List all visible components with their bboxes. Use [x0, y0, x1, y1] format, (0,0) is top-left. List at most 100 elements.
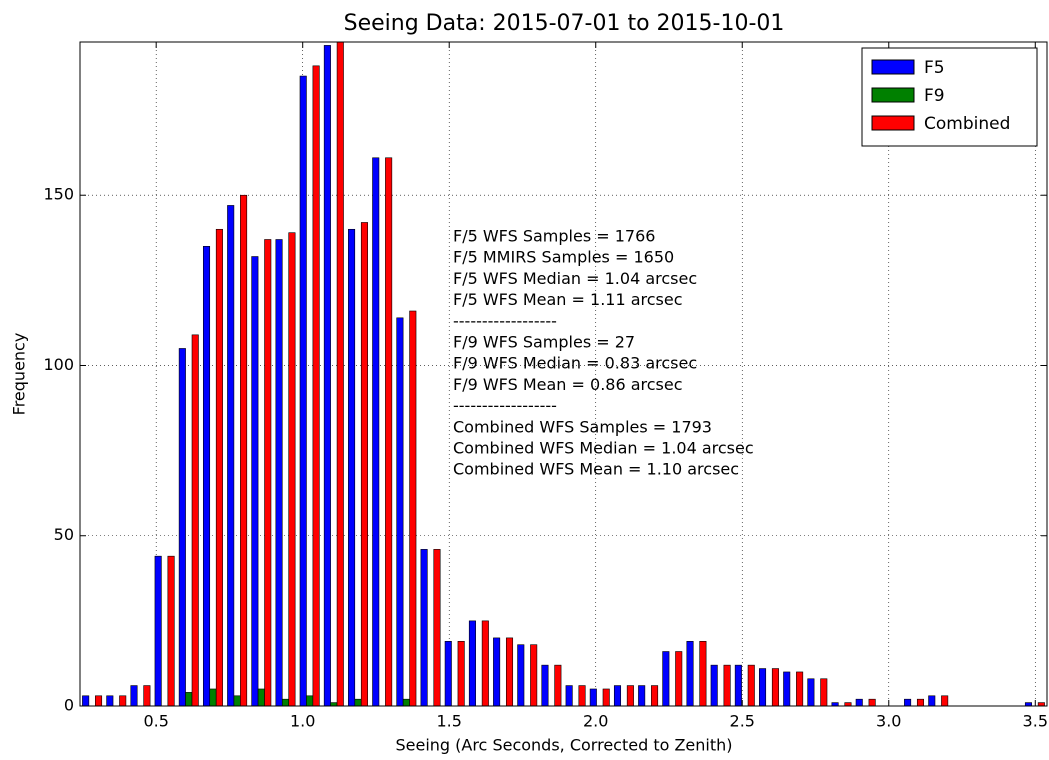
bar	[868, 698, 876, 707]
y-axis-label: Frequency	[10, 333, 29, 416]
legend-swatch	[871, 59, 915, 75]
plot-frame	[79, 41, 1048, 707]
legend-swatch	[871, 115, 915, 131]
bar	[796, 671, 804, 707]
bar	[916, 698, 925, 707]
bar	[675, 651, 683, 707]
x-tick-label: 3.5	[1023, 712, 1048, 731]
bar	[227, 205, 235, 707]
bar	[626, 685, 634, 707]
bar	[251, 256, 259, 707]
annotation-line: F/5 WFS Median = 1.04 arcsec	[453, 269, 697, 288]
bar	[336, 41, 344, 707]
annotation-line: Combined WFS Samples = 1793	[453, 417, 712, 436]
bar	[257, 688, 265, 707]
bar	[306, 695, 314, 707]
bar	[215, 228, 223, 707]
bar	[191, 334, 199, 707]
bar	[402, 698, 410, 707]
legend: F5 F9 Combined	[861, 47, 1038, 147]
bar	[457, 641, 465, 707]
bar	[288, 232, 296, 707]
bar	[130, 685, 138, 707]
annotation-line: ------------------	[453, 311, 557, 330]
x-axis-label: Seeing (Arc Seconds, Corrected to Zenith…	[395, 736, 732, 755]
annotation-line: F/9 WFS Mean = 0.86 arcsec	[453, 375, 683, 394]
bar	[831, 702, 839, 707]
bar	[312, 65, 320, 707]
bar	[1037, 702, 1045, 707]
x-tick-label: 1.0	[290, 712, 315, 731]
bar	[686, 641, 694, 707]
bar	[323, 45, 331, 707]
bar	[928, 695, 936, 707]
bar	[354, 698, 362, 707]
bar	[771, 668, 779, 707]
bar	[710, 664, 718, 707]
legend-label: F5	[924, 58, 945, 78]
y-tick-label: 100	[43, 355, 74, 374]
y-tick-label: 150	[43, 185, 74, 204]
bar	[240, 194, 248, 707]
bar	[855, 698, 863, 707]
x-tick-label: 2.0	[583, 712, 608, 731]
x-tick-label: 1.5	[436, 712, 461, 731]
bar	[209, 688, 217, 707]
bar	[589, 688, 597, 707]
bar	[651, 685, 659, 707]
bar	[530, 644, 538, 707]
bar	[541, 664, 549, 707]
bar	[517, 644, 525, 707]
bar	[202, 246, 211, 707]
annotation-line: F/9 WFS Samples = 27	[453, 333, 635, 352]
bar	[820, 678, 828, 707]
annotation-line: F/5 WFS Samples = 1766	[453, 227, 655, 246]
bar	[385, 157, 393, 707]
annotation-line: Combined WFS Median = 1.04 arcsec	[453, 439, 754, 458]
bar	[372, 157, 380, 707]
bar	[1024, 702, 1032, 707]
bar	[433, 549, 441, 707]
bar	[941, 695, 949, 707]
annotation-line: ------------------	[453, 396, 557, 415]
bar	[844, 702, 852, 707]
annotation-line: F/9 WFS Median = 0.83 arcsec	[453, 354, 697, 373]
bar	[444, 641, 452, 707]
bar	[275, 239, 283, 707]
bar	[82, 695, 90, 707]
y-tick-label: 0	[64, 696, 74, 715]
bar	[662, 651, 670, 707]
bar	[106, 695, 114, 707]
bar	[330, 702, 338, 707]
bar	[299, 75, 307, 707]
bar	[264, 239, 272, 707]
bar	[734, 664, 742, 707]
bar	[565, 685, 573, 707]
bar	[747, 664, 755, 707]
legend-label: Combined	[924, 114, 1010, 134]
bar	[95, 695, 103, 707]
annotation-line: F/5 MMIRS Samples = 1650	[453, 248, 674, 267]
bar	[178, 348, 186, 707]
bar	[602, 688, 610, 707]
bar	[396, 317, 404, 707]
bar	[154, 555, 162, 707]
bar	[904, 698, 912, 707]
bar	[638, 685, 646, 707]
bar	[143, 685, 151, 707]
bar	[420, 549, 428, 707]
x-tick-label: 3.0	[876, 712, 901, 731]
bar	[578, 685, 586, 707]
bar	[613, 685, 622, 707]
bar	[505, 637, 514, 707]
bar	[807, 678, 815, 707]
legend-swatch	[871, 87, 915, 103]
bar	[723, 664, 731, 707]
legend-label: F9	[924, 86, 945, 106]
bar	[699, 641, 707, 707]
bar	[360, 222, 368, 707]
x-tick-label: 0.5	[143, 712, 168, 731]
bar	[233, 695, 241, 707]
